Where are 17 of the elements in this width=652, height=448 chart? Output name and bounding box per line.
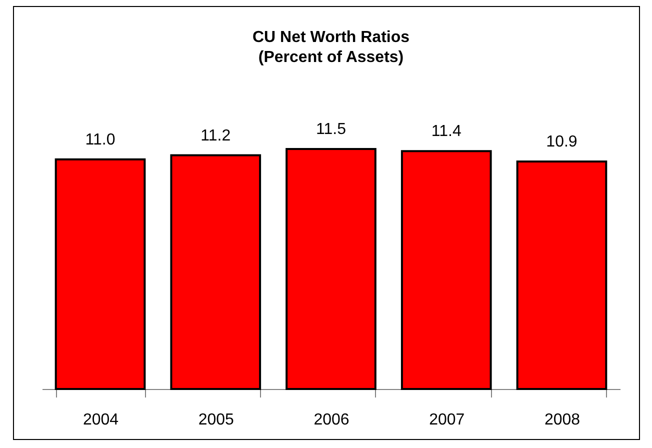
data-label: 11.2 <box>200 127 231 144</box>
chart-subtitle: (Percent of Assets) <box>258 49 404 66</box>
data-label: 11.0 <box>85 131 116 148</box>
bar <box>54 158 146 390</box>
bar <box>516 160 608 390</box>
x-tick-label: 2005 <box>198 412 234 428</box>
bar <box>170 154 262 390</box>
x-tick-label: 2007 <box>429 412 465 428</box>
data-label: 10.9 <box>546 134 578 151</box>
x-tick-label: 2006 <box>314 412 350 428</box>
bar <box>400 150 492 390</box>
chart-title: CU Net Worth Ratios <box>252 29 410 46</box>
bar <box>286 148 376 390</box>
data-label: 11.4 <box>431 123 462 140</box>
x-tick-label: 2004 <box>82 412 119 428</box>
data-label: 11.5 <box>316 121 346 138</box>
x-tick-label: 2008 <box>544 412 580 428</box>
